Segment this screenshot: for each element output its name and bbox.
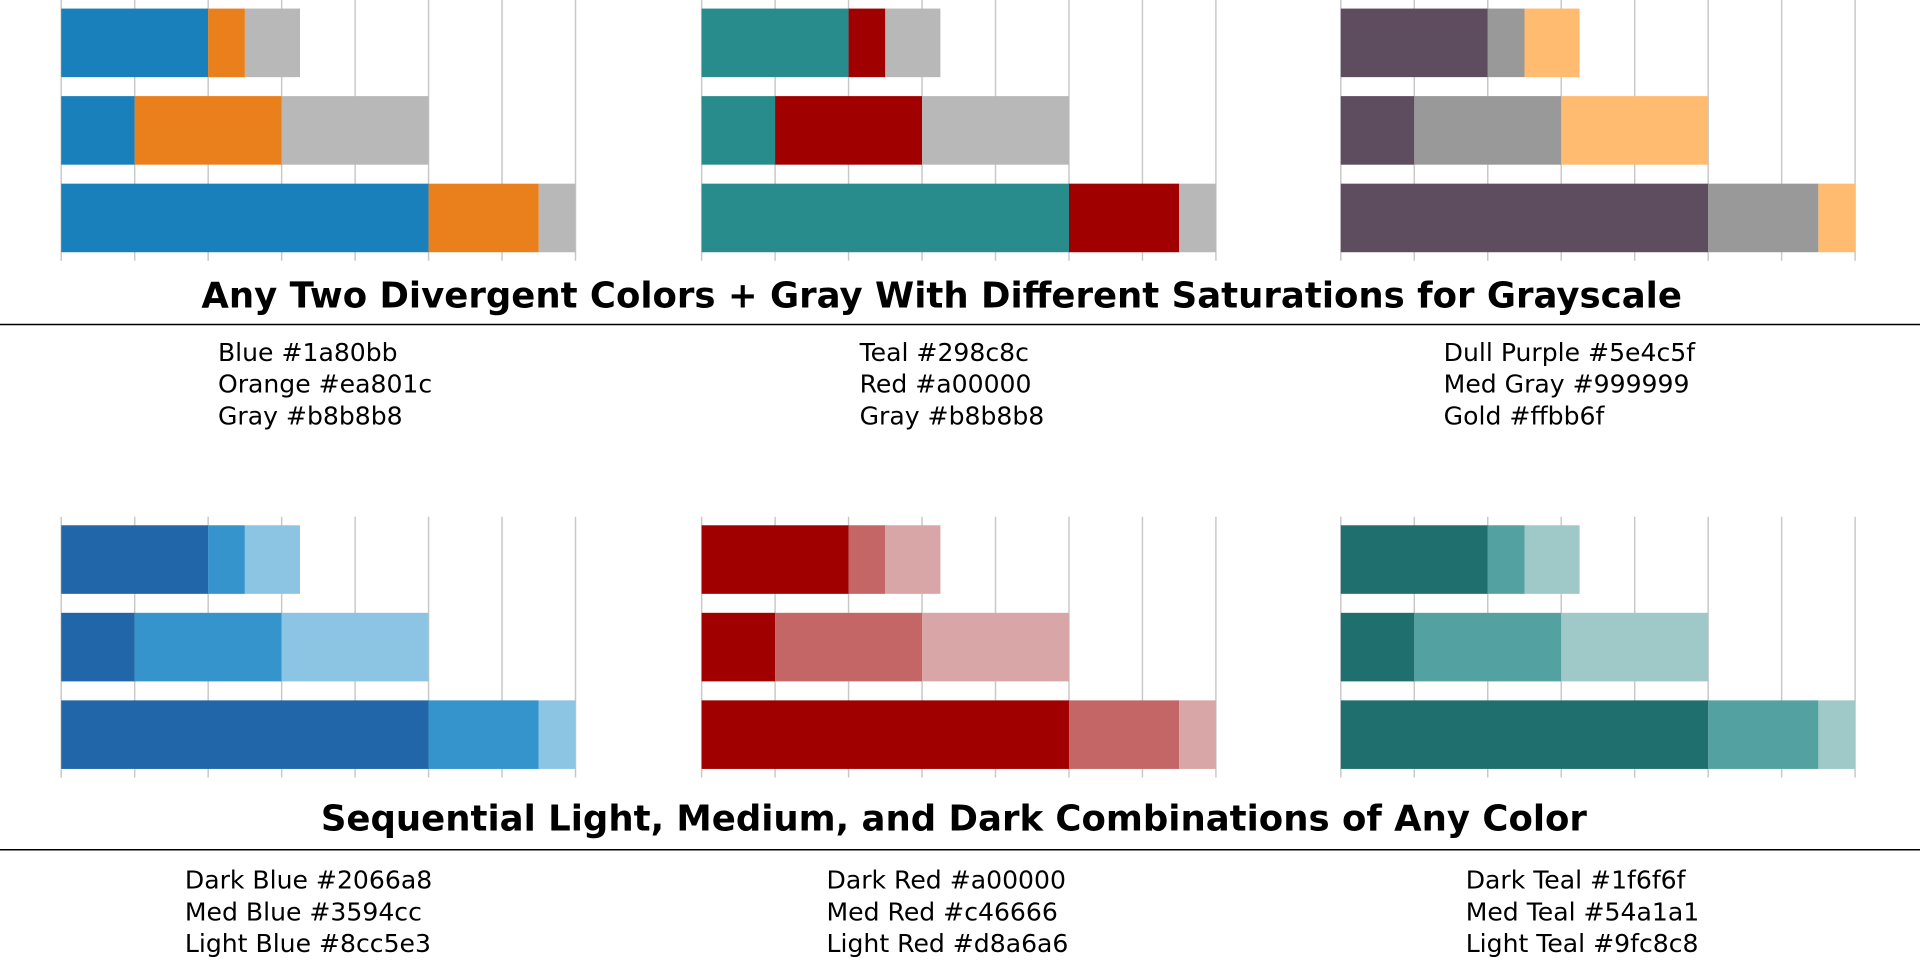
bar-segment <box>701 525 849 594</box>
bar-segment <box>1708 700 1819 769</box>
bar-segment <box>538 183 576 253</box>
bar-segment <box>1524 525 1580 594</box>
bar-segment <box>1340 525 1488 594</box>
bar-segment <box>1561 612 1709 682</box>
bar-segment <box>701 700 1069 769</box>
bar-segment <box>61 8 209 78</box>
section-title: Any Two Divergent Colors + Gray With Dif… <box>201 276 1682 317</box>
bar-segment <box>1179 700 1216 769</box>
bar-segment <box>281 612 429 682</box>
bar-segment <box>1414 96 1562 165</box>
bar-segment <box>61 183 429 253</box>
bar-segment <box>61 525 209 594</box>
bar-segment <box>885 525 941 594</box>
bar-segment <box>61 96 135 165</box>
bar-segment <box>428 183 539 253</box>
legend-entry: Teal #298c8c <box>859 338 1029 367</box>
bar-segment <box>61 612 135 682</box>
bar-segment <box>701 612 776 682</box>
bar-segment <box>885 8 941 78</box>
legend-entry: Med Red #c46666 <box>827 897 1058 926</box>
bar-segment <box>538 700 576 769</box>
legend-entry: Gray #b8b8b8 <box>860 402 1045 431</box>
section-title: Sequential Light, Medium, and Dark Combi… <box>321 798 1588 839</box>
bar-segment <box>1708 183 1819 253</box>
legend-entry: Dull Purple #5e4c5f <box>1444 338 1697 367</box>
bar-segment <box>1340 612 1415 682</box>
bar-segment <box>134 96 282 165</box>
legend-entry: Med Teal #54a1a1 <box>1466 897 1699 926</box>
bar-segment <box>208 525 245 594</box>
bar-segment <box>1487 8 1525 78</box>
bar-segment <box>1340 700 1709 769</box>
legend-entry: Med Blue #3594cc <box>185 897 422 926</box>
legend-entry: Orange #ea801c <box>218 370 432 399</box>
bar-segment <box>1340 183 1709 253</box>
bar-segment <box>1818 183 1856 253</box>
legend-entry: Light Teal #9fc8c8 <box>1466 929 1699 958</box>
bar-segment <box>701 183 1069 253</box>
bar-segment <box>1179 183 1216 253</box>
legend-entry: Red #a00000 <box>860 370 1032 399</box>
bar-segment <box>1068 183 1180 253</box>
legend-entry: Blue #1a80bb <box>218 338 398 367</box>
bar-segment <box>848 525 886 594</box>
bar-segment <box>244 8 300 78</box>
bar-segment <box>134 612 282 682</box>
bar-segment <box>1487 525 1525 594</box>
legend-entry: Light Red #d8a6a6 <box>827 929 1069 958</box>
bar-segment <box>922 612 1069 682</box>
bar-segment <box>244 525 300 594</box>
bar-segment <box>701 8 849 78</box>
bar-segment <box>775 96 923 165</box>
legend-entry: Med Gray #999999 <box>1444 370 1690 399</box>
bar-segment <box>1414 612 1562 682</box>
bar-segment <box>428 700 539 769</box>
bar-segment <box>775 612 923 682</box>
legend-entry: Light Blue #8cc5e3 <box>185 929 431 958</box>
bar-segment <box>61 700 429 769</box>
bar-segment <box>208 8 245 78</box>
bar-segment <box>922 96 1069 165</box>
legend-entry: Dark Teal #1f6f6f <box>1466 866 1687 895</box>
legend-entry: Gold #ffbb6f <box>1444 402 1606 431</box>
bar-segment <box>701 96 776 165</box>
legend-entry: Dark Red #a00000 <box>827 866 1066 895</box>
legend-entry: Dark Blue #2066a8 <box>185 866 432 895</box>
bar-segment <box>1818 700 1856 769</box>
bar-segment <box>281 96 429 165</box>
bar-segment <box>1340 96 1415 165</box>
bar-segment <box>848 8 886 78</box>
bar-segment <box>1524 8 1580 78</box>
bar-segment <box>1561 96 1709 165</box>
bar-segment <box>1340 8 1488 78</box>
bar-segment <box>1068 700 1180 769</box>
legend-entry: Gray #b8b8b8 <box>218 402 403 431</box>
